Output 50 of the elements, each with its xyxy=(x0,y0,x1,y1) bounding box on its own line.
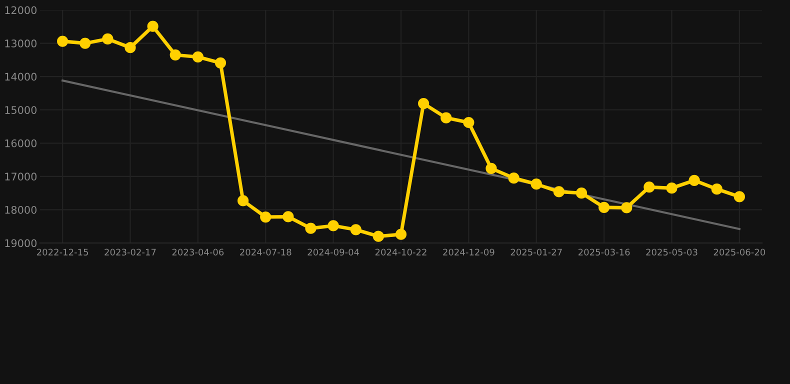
y-tick-label: 13000 xyxy=(5,40,37,48)
point xyxy=(598,202,610,213)
point xyxy=(372,230,384,242)
y-tick-label: 16000 xyxy=(5,139,37,148)
point xyxy=(530,178,542,190)
point xyxy=(688,174,700,186)
point xyxy=(260,211,272,223)
point xyxy=(124,42,136,54)
y-tick-label: 14000 xyxy=(5,72,37,81)
x-tick-label: 2024-10-22 xyxy=(375,248,426,256)
point xyxy=(463,116,474,128)
point xyxy=(328,220,339,232)
point xyxy=(350,224,362,236)
x-tick-label: 2022-12-15 xyxy=(36,248,88,256)
x-tick-label: 2023-02-17 xyxy=(104,248,156,256)
x-tick-label: 2025-05-03 xyxy=(646,248,698,256)
y-tick-label: 19000 xyxy=(5,239,37,248)
x-tick-label: 2024-07-18 xyxy=(240,248,292,256)
point xyxy=(508,172,520,184)
y-tick-label: 15000 xyxy=(5,106,37,114)
point xyxy=(102,33,114,45)
point xyxy=(440,112,452,124)
point xyxy=(576,188,588,199)
x-tick-label: 2025-03-16 xyxy=(578,248,630,256)
y-tick-label: 17000 xyxy=(5,172,37,181)
point xyxy=(282,211,294,222)
point xyxy=(147,20,158,32)
y-tick-label: 18000 xyxy=(5,206,37,214)
point xyxy=(734,191,745,202)
x-tick-label: 2024-09-04 xyxy=(308,248,360,256)
point xyxy=(711,184,722,195)
point xyxy=(666,182,678,194)
y-tick-label: 12000 xyxy=(5,6,37,14)
point xyxy=(395,228,407,240)
point xyxy=(192,51,204,62)
point xyxy=(644,182,655,193)
point xyxy=(621,202,632,214)
point xyxy=(80,38,91,49)
point xyxy=(57,36,68,47)
x-tick-label: 2025-01-27 xyxy=(510,248,562,256)
point xyxy=(238,195,249,206)
point xyxy=(214,57,226,68)
point xyxy=(486,162,497,174)
x-tick-label: 2023-04-06 xyxy=(172,248,224,256)
x-tick-label: 2025-06-20 xyxy=(714,248,766,256)
point xyxy=(170,49,181,60)
point xyxy=(305,222,316,234)
point xyxy=(553,186,564,198)
point xyxy=(418,98,430,110)
x-tick-label: 2024-12-09 xyxy=(443,248,494,256)
